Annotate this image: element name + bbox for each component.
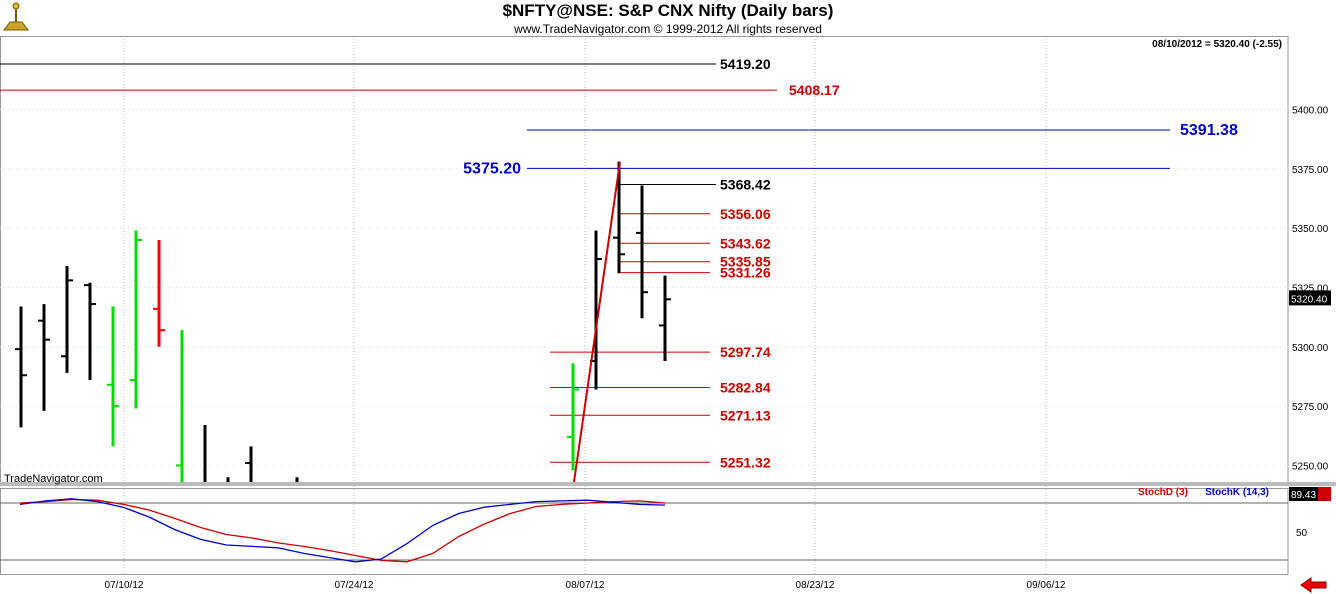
x-tick-label: 09/06/12	[1027, 580, 1066, 591]
tradenavigator-logo-icon[interactable]	[3, 2, 29, 31]
y-tick-label: 5400.00	[1292, 106, 1329, 117]
stochK-legend: StochK (14,3)	[1205, 487, 1269, 498]
stochK-series-line	[19, 498, 666, 563]
level-label: 5419.20	[720, 56, 771, 72]
level-label: 5408.17	[789, 82, 840, 98]
x-tick-label: 08/23/12	[796, 580, 835, 591]
y-tick-label: 5325.00	[1292, 283, 1329, 294]
stoch-panel-border	[0, 488, 1289, 575]
level-label: 5391.38	[1180, 122, 1238, 139]
x-tick-label: 07/24/12	[335, 580, 374, 591]
y-tick-label: 5275.00	[1292, 402, 1329, 413]
swing-trend-line	[573, 161, 621, 483]
level-label: 5331.26	[720, 265, 771, 281]
stoch-y-tick: 50	[1296, 528, 1308, 539]
watermark-text: TradeNavigator.com	[4, 473, 103, 485]
level-label: 5282.84	[720, 379, 771, 395]
x-tick-label: 08/07/12	[566, 580, 605, 591]
level-label: 5251.32	[720, 454, 771, 470]
last-price-box	[1289, 290, 1331, 306]
red-left-arrow-icon[interactable]	[1300, 577, 1327, 593]
stochD-series-line	[19, 498, 666, 563]
chart-title: $NFTY@NSE: S&P CNX Nifty (Daily bars)	[502, 1, 834, 20]
level-label: 5271.13	[720, 407, 771, 423]
level-label: 5343.62	[720, 235, 771, 251]
level-label: 5297.74	[720, 344, 771, 360]
x-tick-label: 07/10/12	[105, 580, 144, 591]
chart-subtitle: www.TradeNavigator.com © 1999-2012 All r…	[514, 22, 822, 36]
level-label: 5375.20	[463, 160, 521, 177]
stochD-legend: StochD (3)	[1138, 487, 1188, 498]
stoch-value-box-red	[1318, 487, 1331, 501]
y-tick-label: 5375.00	[1292, 165, 1329, 176]
level-label: 5335.85	[720, 254, 771, 270]
last-bar-info: 08/10/2012 = 5320.40 (-2.55)	[1152, 39, 1282, 50]
level-label: 5368.42	[720, 176, 771, 192]
stoch-last-value: 89.43	[1291, 490, 1316, 501]
last-price-label: 5320.40	[1291, 294, 1328, 305]
y-tick-label: 5250.00	[1292, 461, 1329, 472]
y-tick-label: 5350.00	[1292, 224, 1329, 235]
level-label: 5356.06	[720, 206, 771, 222]
y-tick-label: 5300.00	[1292, 343, 1329, 354]
